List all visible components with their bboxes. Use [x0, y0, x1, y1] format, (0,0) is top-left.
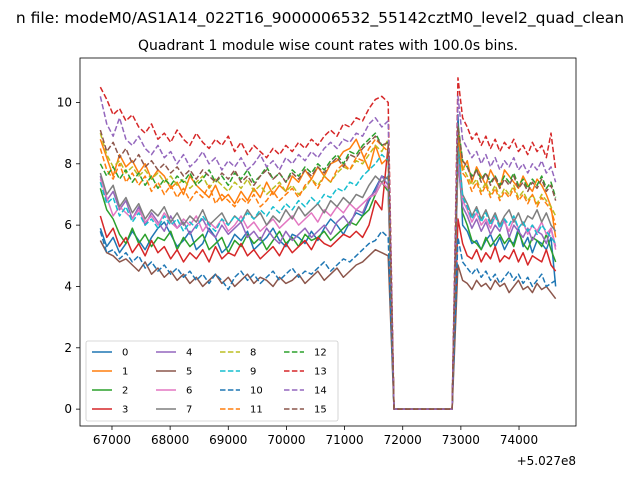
- legend-label-0: 0: [122, 348, 128, 359]
- legend-label-8: 8: [250, 348, 256, 359]
- y-tick-label: 4: [64, 279, 72, 293]
- series-line-12: [99, 123, 557, 410]
- y-tick-label: 10: [57, 95, 72, 109]
- series-line-1: [99, 135, 557, 410]
- x-tick-label: 67000: [93, 433, 131, 447]
- y-tick-label: 8: [64, 157, 72, 171]
- legend-label-2: 2: [122, 386, 128, 397]
- legend-label-6: 6: [186, 386, 192, 397]
- series-line-2: [99, 156, 557, 410]
- series-line-7: [99, 144, 557, 410]
- legend-label-7: 7: [186, 405, 192, 416]
- legend-label-5: 5: [186, 367, 192, 378]
- y-tick-label: 0: [64, 402, 72, 416]
- y-tick-label: 2: [64, 341, 72, 355]
- x-tick-label: 73000: [442, 433, 480, 447]
- legend-label-13: 13: [314, 367, 327, 378]
- legend-label-15: 15: [314, 405, 327, 416]
- figure-suptitle: n file: modeM0/AS1A14_022T16_9000006532_…: [16, 9, 624, 28]
- x-tick-label: 68000: [151, 433, 189, 447]
- legend-label-12: 12: [314, 348, 327, 359]
- series-line-15: [99, 126, 557, 410]
- plot-frame: [79, 57, 577, 427]
- legend-label-10: 10: [250, 386, 263, 397]
- series-line-5: [99, 240, 557, 410]
- series-line-13: [99, 77, 557, 410]
- series-line-4: [99, 159, 557, 410]
- x-axis: 67000 68000 69000 70000 71000 72000 73000 74000: [93, 426, 538, 447]
- legend-label-14: 14: [314, 386, 327, 397]
- x-tick-label: 71000: [325, 433, 363, 447]
- x-tick-label: 72000: [384, 433, 422, 447]
- legend-label-3: 3: [122, 405, 128, 416]
- series-line-3: [99, 144, 557, 410]
- legend-label-11: 11: [250, 405, 263, 416]
- legend-label-1: 1: [122, 367, 128, 378]
- legend-label-9: 9: [250, 367, 256, 378]
- legend-label-4: 4: [186, 348, 192, 359]
- series-layer: [99, 77, 557, 410]
- series-line-9: [99, 141, 557, 410]
- x-tick-label: 70000: [267, 433, 305, 447]
- series-line-14: [99, 95, 557, 410]
- series-line-10: [99, 230, 557, 410]
- y-axis: 0 2 4 6 8 10: [57, 95, 80, 416]
- x-tick-label: 74000: [500, 433, 538, 447]
- x-tick-label: 69000: [209, 433, 247, 447]
- chart-title: Quadrant 1 module wise count rates with …: [138, 38, 518, 54]
- series-line-11: [99, 132, 557, 410]
- x-offset-label: +5.027e8: [517, 454, 576, 468]
- y-tick-label: 6: [64, 218, 72, 232]
- legend-box: [85, 340, 339, 422]
